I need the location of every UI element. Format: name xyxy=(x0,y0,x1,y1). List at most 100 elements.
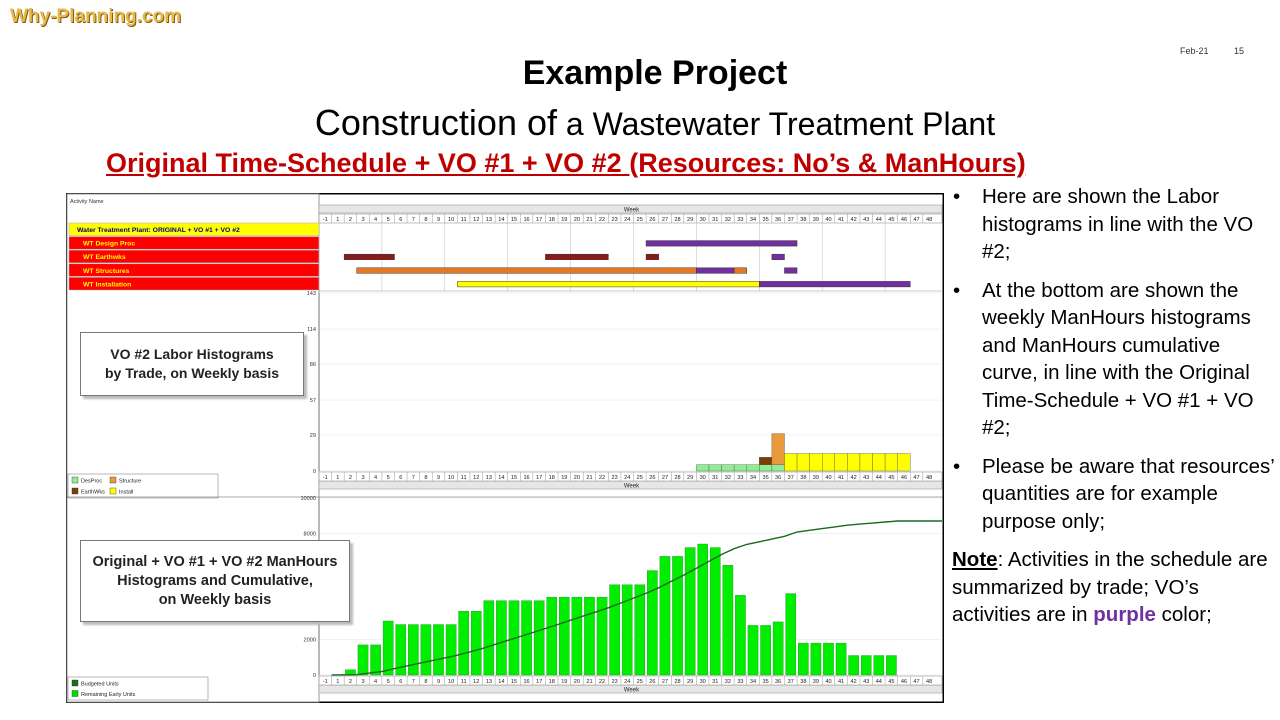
manhours-bar xyxy=(835,642,847,676)
labor-legend-label: EarthWks xyxy=(81,490,105,496)
week-number: 45 xyxy=(888,679,894,685)
week-number: 19 xyxy=(561,475,567,481)
note-bullet-text: Here are shown the Labor histograms in l… xyxy=(982,185,1254,263)
labor-legend-label: Install xyxy=(119,490,133,496)
week-number: 29 xyxy=(687,217,693,223)
week-number: 17 xyxy=(536,475,542,481)
activity-row-label: WT Structures xyxy=(83,268,130,275)
week-number: 20 xyxy=(574,475,580,481)
week-number: 38 xyxy=(800,679,806,685)
week-number: 33 xyxy=(737,475,743,481)
labor-legend xyxy=(67,473,219,499)
week-number: 39 xyxy=(813,475,819,481)
week-number: 3 xyxy=(361,679,364,685)
week-number: 45 xyxy=(888,475,894,481)
manhours-bar xyxy=(521,600,532,676)
week-number: 7 xyxy=(412,217,415,223)
gantt-bar xyxy=(356,267,697,274)
manhours-bar xyxy=(659,556,671,676)
manhours-bar xyxy=(571,596,583,676)
week-number: 46 xyxy=(901,217,907,223)
week-number: 26 xyxy=(649,475,655,481)
manhours-legend-swatch xyxy=(71,690,79,697)
slide-title: Example Project xyxy=(522,54,788,92)
note-bullet-text: Please be aware that resources’ quantiti… xyxy=(982,454,1275,533)
note-bullet: • At the bottom are shown the weekly ManH… xyxy=(948,277,1278,442)
week-number: 11 xyxy=(461,475,467,481)
manhours-bar xyxy=(860,655,872,676)
labor-bar-orange xyxy=(771,433,785,465)
week-number: 8 xyxy=(424,217,427,223)
manhours-y-tick: 0 xyxy=(313,673,316,679)
labor-callout: VO #2 Labor Histograms by Trade, on Weekl… xyxy=(80,332,304,396)
week-number: 28 xyxy=(674,679,680,685)
manhours-bar xyxy=(420,624,432,676)
week-number: 37 xyxy=(788,217,794,223)
week-number: 24 xyxy=(624,217,630,223)
manhours-legend-swatch xyxy=(71,679,79,687)
week-number: 40 xyxy=(825,217,831,223)
week-number: 9 xyxy=(437,679,440,685)
week-number: 37 xyxy=(788,475,794,481)
labor-bar-green xyxy=(759,464,773,472)
week-number: 20 xyxy=(574,217,580,223)
labor-legend-label: Structure xyxy=(119,479,141,485)
week-number: 7 xyxy=(412,475,415,481)
labor-y-tick: 86 xyxy=(310,362,316,368)
labor-bar-green xyxy=(696,464,710,472)
slide-number: 15 xyxy=(1234,46,1245,56)
notes-panel: • Here are shown the Labor histograms in … xyxy=(948,183,1278,629)
manhours-legend-label: Remaining Early Units xyxy=(81,692,136,698)
labor-bar-yellow xyxy=(796,453,810,472)
gantt-bar xyxy=(696,267,735,274)
manhours-bar xyxy=(684,547,696,676)
manhours-bar xyxy=(747,625,759,676)
week-number: 42 xyxy=(851,217,857,223)
week-number: 16 xyxy=(523,217,529,223)
labor-bar-yellow xyxy=(822,453,835,472)
week-number: 9 xyxy=(437,217,440,223)
bullet-icon: • xyxy=(953,454,961,478)
manhours-bar xyxy=(382,620,394,676)
labor-bar-yellow xyxy=(809,453,823,472)
week-number: 45 xyxy=(888,217,894,223)
gantt-bar xyxy=(771,253,785,260)
bullet-icon: • xyxy=(953,185,961,208)
week-number: 31 xyxy=(712,217,718,223)
week-label: Week xyxy=(624,208,640,214)
labor-callout-line-2: by Trade, on Weekly basis xyxy=(104,365,280,381)
activity-header: Activity Name xyxy=(70,199,104,205)
manhours-y-tick: 2000 xyxy=(304,638,316,644)
week-number: 10 xyxy=(448,475,454,481)
manhours-bar xyxy=(483,600,495,676)
week-number: 16 xyxy=(523,475,529,481)
week-number: 8 xyxy=(424,679,427,685)
manhours-bar xyxy=(709,547,721,676)
week-number: 41 xyxy=(838,475,844,481)
labor-bar-yellow xyxy=(897,453,911,472)
manhours-callout-line-3: on Weekly basis xyxy=(158,591,272,608)
week-number: 27 xyxy=(662,679,668,685)
week-number: 42 xyxy=(851,475,857,481)
week-number: 5 xyxy=(387,679,390,685)
week-number: 34 xyxy=(750,217,756,223)
labor-bar-yellow xyxy=(834,453,848,472)
manhours-bar xyxy=(609,584,620,676)
manhours-legend xyxy=(67,676,209,701)
week-number: 10 xyxy=(448,217,454,223)
week-number: 18 xyxy=(549,217,555,223)
week-number: 37 xyxy=(788,679,794,685)
week-number: 6 xyxy=(399,679,402,685)
slide-subtitle: Construction of a Wastewater Treatment P… xyxy=(0,102,1280,144)
manhours-bar xyxy=(433,624,444,676)
week-number: 35 xyxy=(762,679,768,685)
manhours-bar xyxy=(584,596,595,676)
week-number: 1 xyxy=(336,217,339,223)
week-number: 24 xyxy=(624,679,630,685)
activity-row-label: WT Design Proc xyxy=(83,241,135,248)
gantt-bar xyxy=(645,253,659,260)
week-number: 40 xyxy=(825,475,831,481)
week-number: 48 xyxy=(926,475,932,481)
week-number: 32 xyxy=(725,217,731,223)
week-number: 14 xyxy=(498,217,504,223)
